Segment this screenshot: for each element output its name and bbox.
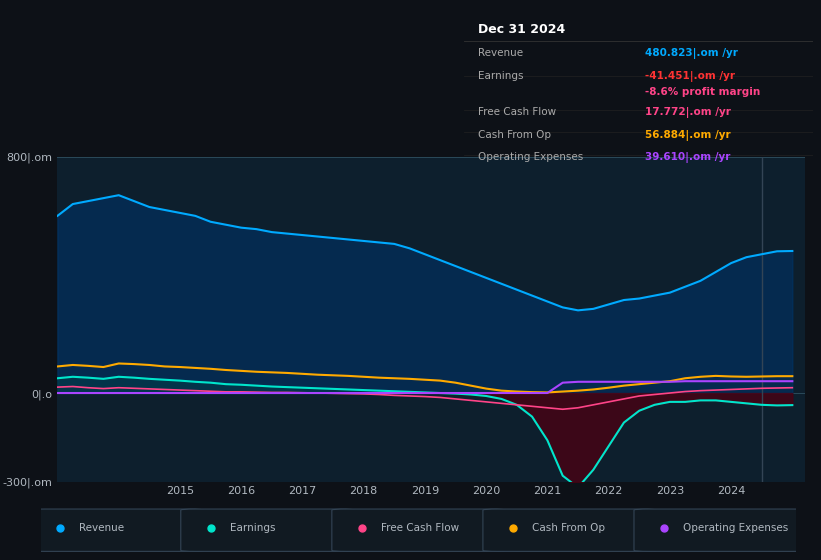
Text: Earnings: Earnings [230,523,275,533]
Text: 56.884|.om /yr: 56.884|.om /yr [645,130,731,141]
FancyBboxPatch shape [332,509,506,552]
Text: 39.610|.om /yr: 39.610|.om /yr [645,152,731,162]
Text: -8.6% profit margin: -8.6% profit margin [645,87,760,97]
Text: Revenue: Revenue [79,523,124,533]
FancyBboxPatch shape [181,509,355,552]
Text: Operating Expenses: Operating Expenses [478,152,583,162]
Text: Free Cash Flow: Free Cash Flow [478,107,556,117]
Text: -41.451|.om /yr: -41.451|.om /yr [645,71,736,82]
FancyBboxPatch shape [483,509,657,552]
Text: Cash From Op: Cash From Op [532,523,605,533]
Text: 480.823|.om /yr: 480.823|.om /yr [645,48,738,59]
Text: Cash From Op: Cash From Op [478,130,551,140]
FancyBboxPatch shape [634,509,808,552]
Text: Earnings: Earnings [478,71,523,81]
Text: Revenue: Revenue [478,48,523,58]
Text: Dec 31 2024: Dec 31 2024 [478,23,565,36]
Text: Free Cash Flow: Free Cash Flow [381,523,459,533]
FancyBboxPatch shape [30,509,204,552]
Text: Operating Expenses: Operating Expenses [683,523,788,533]
Text: 17.772|.om /yr: 17.772|.om /yr [645,107,732,118]
